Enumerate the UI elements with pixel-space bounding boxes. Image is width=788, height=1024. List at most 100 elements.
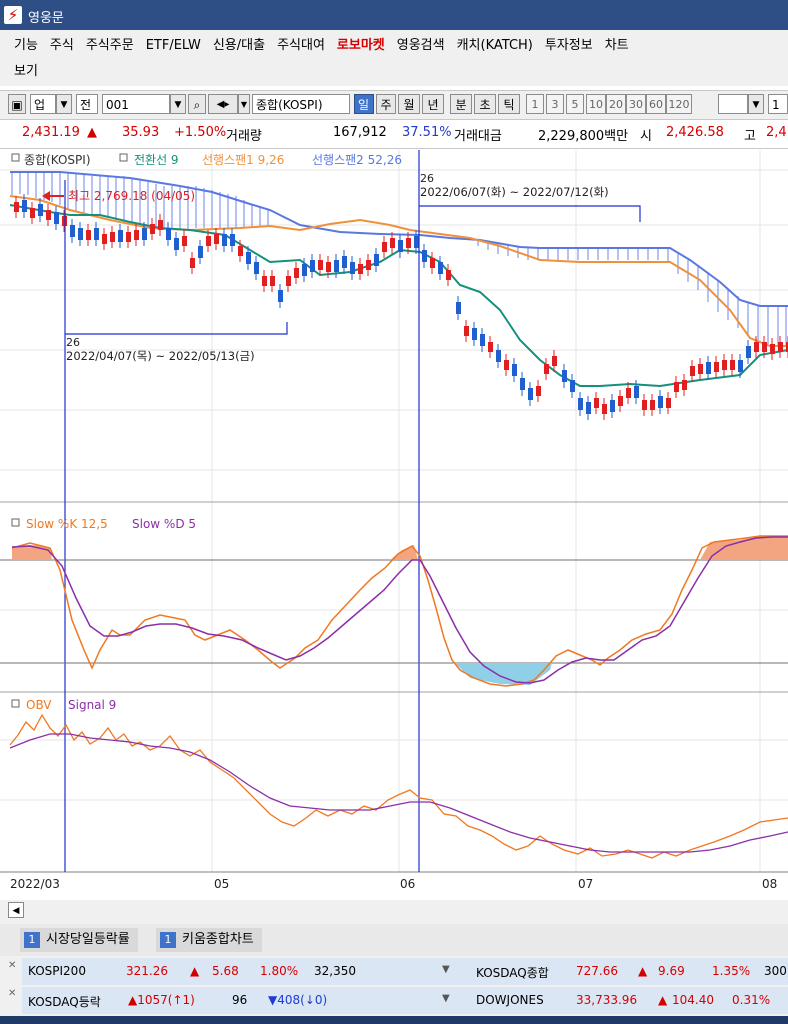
up-arrow-icon: ▲ [190,964,200,978]
candle-body [520,378,525,390]
interval-1[interactable]: 1 [526,94,544,114]
market-dropdown-icon[interactable]: ▼ [56,94,72,114]
candle-body [422,250,427,262]
bottom-tabs: 1 시장당일등락률 1 키움종합차트 [0,924,788,956]
candle-body [770,344,775,354]
range2-text: 2022/06/07(화) ~ 2022/07/12(화) [420,185,609,199]
candle-body [464,326,469,336]
interval-5[interactable]: 5 [566,94,584,114]
ticker-advance: ▲1057(↑1) [128,993,195,1007]
candle-body [414,236,419,248]
period-week[interactable]: 주 [376,94,396,114]
menu-item-investment-info[interactable]: 투자정보 [544,38,593,53]
candle-body [658,396,663,408]
ticker-volume: 32,350 [314,964,356,978]
amount-value: 2,229,800백만 [538,129,629,144]
close-icon[interactable]: ✕ [8,988,17,999]
arrow-left-icon [42,191,50,201]
candle-body [480,334,485,346]
stock-name-field[interactable]: 종합(KOSPI) [252,94,350,114]
prev-button[interactable]: 전 [76,94,98,114]
open-value: 2,426.58 [666,125,724,140]
status-strip [0,1016,788,1024]
code-dropdown-icon[interactable]: ▼ [170,94,186,114]
legend-slow-d: Slow %D 5 [132,517,196,531]
candle-body [142,228,147,240]
interval-custom-field[interactable] [718,94,748,114]
leading-span2-line [10,171,788,307]
ticker-dropdown-icon[interactable]: ▼ [442,964,450,975]
menu-item-katch[interactable]: 캐치(KATCH) [456,38,533,53]
menu-item-stock[interactable]: 주식 [49,38,74,53]
up-arrow-icon: ▲ [638,964,648,978]
candle-body [254,262,259,274]
legend-box-icon [11,153,20,162]
menu-item-stock-lending[interactable]: 주식대여 [277,38,325,53]
legend-box-icon [11,699,20,708]
interval-60[interactable]: 60 [646,94,666,114]
ticker-decline: ▼408(↓0) [268,993,328,1007]
menu-item-etf-elw[interactable]: ETF/ELW [145,38,201,53]
tab-market-rate[interactable]: 1 시장당일등락률 [20,928,138,952]
interval-3[interactable]: 3 [546,94,564,114]
chart-svg[interactable]: 종합(KOSPI) 전환선 9 선행스팬1 9,26 선행스팬2 52,26 최… [0,150,788,900]
menu-item-stock-order[interactable]: 주식주문 [85,38,134,53]
interval-30[interactable]: 30 [626,94,646,114]
candle-body [14,202,19,212]
interval-120[interactable]: 120 [666,94,692,114]
period-year[interactable]: 년 [422,94,444,114]
menu-item-view[interactable]: 보기 [14,64,38,79]
interval-10[interactable]: 10 [586,94,606,114]
candle-body [110,232,115,242]
volume-pct: 37.51% [402,125,452,140]
scroll-left-arrow-icon[interactable]: ◀ [8,902,24,918]
candle-body [674,382,679,392]
range1-text: 2022/04/07(목) ~ 2022/05/13(금) [66,349,255,363]
period-minute[interactable]: 분 [450,94,472,114]
candle-body [102,234,107,244]
candle-body [374,254,379,266]
candle-body [690,366,695,376]
trailing-field[interactable]: 1 [768,94,788,114]
candle-body [158,220,163,230]
chart-area[interactable]: 종합(KOSPI) 전환선 9 선행스팬1 9,26 선행스팬2 52,26 최… [0,150,788,900]
menu-item-credit-loan[interactable]: 신용/대출 [212,38,266,53]
market-select[interactable]: 업 [30,94,56,114]
candle-body [406,238,411,248]
interval-20[interactable]: 20 [606,94,626,114]
candle-body [528,388,533,400]
candle-body [118,230,123,242]
current-price: 2,431.19 [22,125,80,140]
code-input[interactable]: 001 [102,94,170,114]
candle-body [246,252,251,264]
candle-body [222,234,227,246]
legend-signal: Signal 9 [68,698,116,712]
interval-dropdown-icon[interactable]: ▼ [748,94,764,114]
menu-item-hero-search[interactable]: 영웅검색 [396,38,445,53]
screen-icon[interactable]: ▣ [8,94,26,114]
period-day[interactable]: 일 [354,94,374,114]
search-icon[interactable]: ⌕ [188,94,206,114]
candle-body [594,398,599,408]
candle-body [634,386,639,398]
menu-item-chart[interactable]: 차트 [604,38,629,53]
tab-kiwoom-chart[interactable]: 1 키움종합차트 [156,928,262,952]
menu-item-function[interactable]: 기능 [14,38,38,53]
speaker-icon[interactable]: ◀▸ [208,94,238,114]
candle-body [46,210,51,220]
close-icon[interactable]: ✕ [8,960,17,971]
ticker-change: 5.68 [212,964,239,978]
ichimoku-cloud [11,172,787,346]
period-second[interactable]: 초 [474,94,496,114]
candle-body [286,276,291,286]
ticker-name-2: DOWJONES [476,993,544,1007]
period-month[interactable]: 월 [398,94,420,114]
menu-item-robomarket[interactable]: 로보마켓 [336,38,385,53]
period-tick[interactable]: 틱 [498,94,520,114]
ticker-dropdown-icon[interactable]: ▼ [442,993,450,1004]
speaker-dropdown-icon[interactable]: ▼ [238,94,250,114]
candle-body [456,302,461,314]
tab-number-badge: 1 [160,932,176,948]
legend-kospi: 종합(KOSPI) [24,153,91,167]
tab-number-badge: 1 [24,932,40,948]
